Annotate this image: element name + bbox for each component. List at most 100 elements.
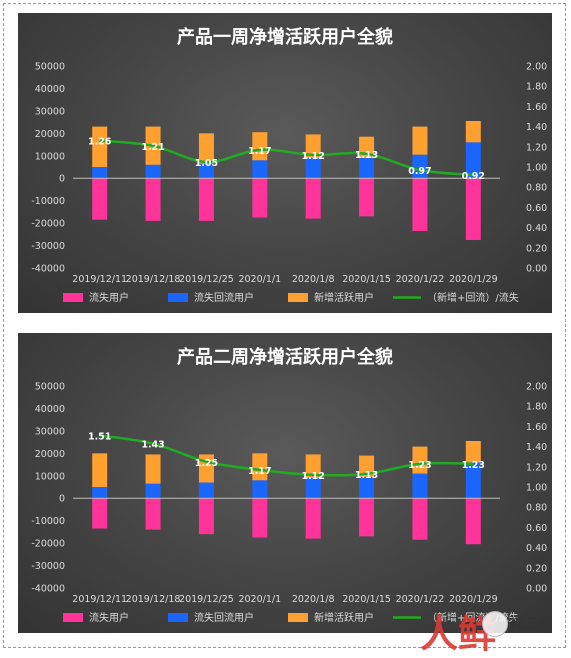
c2-x-tick-label: 2019/12/25 [179, 594, 234, 605]
c1-y2-tick-label: 0.60 [526, 203, 547, 214]
c1-y2-tick-label: 1.80 [526, 82, 547, 93]
c1-bar-returned [198, 163, 214, 179]
c2-legend-swatch-lost [63, 613, 83, 622]
c2-ratio-line [99, 434, 474, 477]
c2-ratio-data-label: 1.51 [88, 431, 111, 442]
c1-ratio-data-label: 1.26 [88, 137, 112, 148]
c1-bar-returned [359, 158, 375, 179]
c1-bar-new [198, 133, 214, 164]
c2-y-tick-label: 0 [59, 494, 65, 505]
c1-x-tick-label: 2019/12/11 [72, 274, 127, 285]
c2-legend-label-new: 新增活跃用户 [314, 611, 374, 624]
c1-y-tick-label: 0 [59, 174, 65, 185]
c1-y-tick-label: -20000 [31, 219, 65, 230]
c2-x-tick-label: 2020/1/22 [396, 594, 445, 605]
c2-y2-tick-label: 0.60 [526, 523, 547, 534]
c2-bar-lost [305, 498, 321, 539]
c2-bar-new [92, 453, 108, 487]
c1-title: 产品一周净增活跃用户全貌 [177, 26, 393, 48]
c1-legend-swatch-returned [168, 293, 188, 302]
c1-bar-lost [145, 178, 161, 221]
c1-y-tick-label: 40000 [35, 84, 65, 95]
c1-bar-new [412, 126, 428, 155]
c1-ratio-line [99, 139, 474, 177]
c1-bar-new [252, 132, 268, 161]
c1-bar-returned [145, 164, 161, 179]
c2-bar-new [412, 446, 428, 474]
c2-bar-returned [412, 473, 428, 499]
c1-bar-new [465, 120, 481, 143]
c1-y-tick-label: -40000 [31, 264, 65, 275]
watermark-text: 杨三季 [510, 616, 552, 632]
c2-title: 产品二周净增活跃用户全貌 [177, 346, 393, 368]
watermark-logo: 人 [420, 612, 459, 656]
c2-ratio-data-label: 1.23 [408, 460, 431, 471]
c2-y-tick-label: 30000 [35, 426, 65, 437]
c1-y2-tick-label: 1.20 [526, 142, 547, 153]
c1-bar-returned [412, 154, 428, 179]
c2-y-tick-label: 50000 [35, 382, 65, 393]
c1-ratio-data-label: 0.97 [408, 166, 431, 177]
c1-x-tick-label: 2019/12/18 [126, 274, 181, 285]
c1-ratio-data-label: 1.17 [248, 146, 271, 157]
c2-ratio-data-label: 1.25 [195, 458, 218, 469]
wechat-icon [482, 611, 508, 637]
c1-legend-label-lost: 流失用户 [89, 291, 129, 304]
c1-y2-tick-label: 0.20 [526, 243, 547, 254]
c2-bar-lost [412, 498, 428, 540]
c1-x-tick-label: 2019/12/25 [179, 274, 234, 285]
c2-bar-lost [252, 498, 268, 538]
c2-bar-returned [359, 476, 375, 499]
c1-bar-returned [305, 158, 321, 179]
c1-ratio-data-label: 1.21 [141, 142, 164, 153]
c1-legend-label-new: 新增活跃用户 [314, 291, 374, 304]
c1-bar-lost [198, 178, 214, 221]
c2-y2-tick-label: 1.40 [526, 442, 547, 453]
c2-legend-label-returned: 流失回流用户 [194, 611, 254, 624]
c1-y2-tick-label: 0.40 [526, 223, 547, 234]
c1-bar-lost [412, 178, 428, 231]
c2-bar-returned [145, 483, 161, 499]
c2-ratio-data-label: 1.13 [355, 470, 378, 481]
c2-bar-lost [92, 498, 108, 529]
c1-bar-lost [465, 178, 481, 240]
c2-x-tick-label: 2020/1/8 [292, 594, 335, 605]
c1-y2-tick-label: 1.40 [526, 122, 547, 133]
c2-y2-tick-label: 1.00 [526, 483, 547, 494]
c2-bar-returned [252, 480, 268, 499]
c1-legend-label-ratio: （新增+回流）/流失 [427, 291, 519, 304]
c1-y-tick-label: 30000 [35, 106, 65, 117]
c1-y-tick-label: -10000 [31, 196, 65, 207]
c2-x-tick-label: 2020/1/29 [449, 594, 498, 605]
c2-bar-new [145, 454, 161, 484]
c2-bar-new [359, 455, 375, 477]
c2-bar-returned [465, 462, 481, 499]
c1-y2-tick-label: 2.00 [526, 62, 547, 73]
c1-y-tick-label: 20000 [35, 129, 65, 140]
c2-ratio-data-label: 1.43 [141, 440, 164, 451]
c2-ratio-data-label: 1.23 [462, 460, 485, 471]
c1-x-tick-label: 2020/1/1 [238, 274, 281, 285]
c2-y2-tick-label: 1.20 [526, 462, 547, 473]
c1-x-tick-label: 2020/1/22 [396, 274, 445, 285]
c2-y-tick-label: -20000 [31, 539, 65, 550]
c2-bar-lost [359, 498, 375, 537]
c1-bar-lost [252, 178, 268, 218]
c2-y2-tick-label: 1.60 [526, 422, 547, 433]
c1-x-tick-label: 2020/1/15 [342, 274, 391, 285]
c2-ratio-data-label: 1.12 [301, 471, 324, 482]
chart-1-svg: 产品一周净增活跃用户全貌 50000 40000 30000 20000 10000 0 -1… [31, 26, 547, 304]
c2-bar-lost [198, 498, 214, 535]
c1-y2-tick-label: 0.00 [526, 264, 547, 275]
c1-bar-new [92, 126, 108, 167]
c2-bar-lost [145, 498, 161, 530]
c1-ratio-data-label: 1.13 [355, 150, 378, 161]
watermark: 人 鲜 杨三季 [420, 601, 570, 656]
c1-bar-returned [92, 167, 108, 179]
c2-x-tick-label: 2020/1/15 [342, 594, 391, 605]
c2-y-tick-label: -30000 [31, 561, 65, 572]
c2-y2-tick-label: 2.00 [526, 382, 547, 393]
c1-legend-label-returned: 流失回流用户 [194, 291, 254, 304]
c2-x-tick-label: 2019/12/18 [126, 594, 181, 605]
c2-legend-label-lost: 流失用户 [89, 611, 129, 624]
